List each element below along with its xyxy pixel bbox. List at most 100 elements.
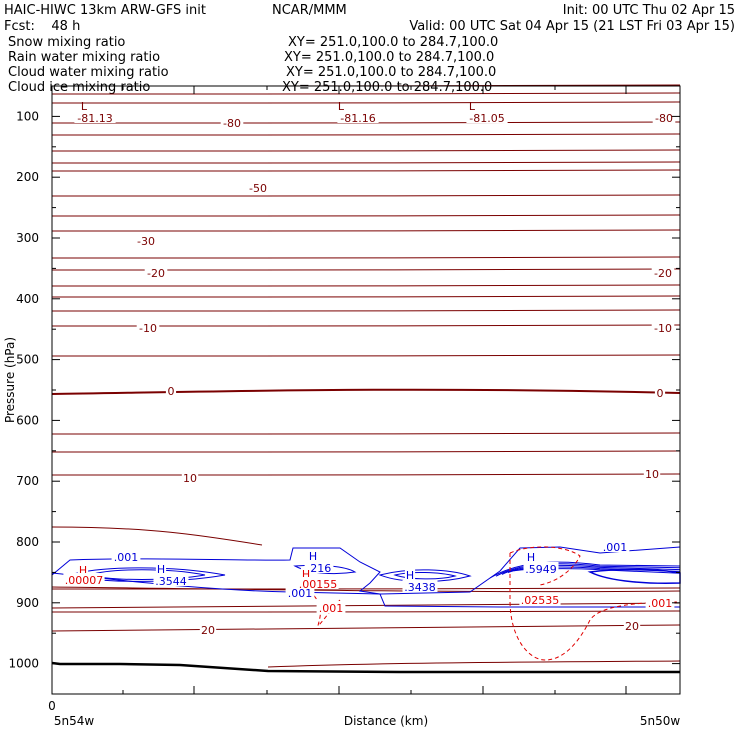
y-tick-label: 1000 bbox=[8, 657, 39, 671]
temp-contour-label-bg bbox=[651, 321, 675, 333]
rain-contour-label-bg bbox=[519, 593, 561, 605]
rain-contour-label: .00007 bbox=[65, 574, 104, 587]
field-ice-name: Cloud ice mixing ratio bbox=[8, 80, 150, 95]
y-tick-label: 500 bbox=[16, 353, 39, 367]
cloud-contour-outer bbox=[51, 546, 681, 595]
rain-contour-label: .001 bbox=[319, 602, 344, 615]
temp-contour-label: -20 bbox=[147, 267, 165, 280]
cloud-contour-label: .216 bbox=[307, 562, 332, 575]
rain-contour bbox=[509, 553, 681, 661]
temp-contour-label: 0 bbox=[657, 387, 664, 400]
temp-contour-label: 0 bbox=[168, 385, 175, 398]
temp-contour-label: 20 bbox=[201, 624, 215, 637]
cloud-contour-label-bg bbox=[155, 562, 167, 574]
temp-contour-label-bg bbox=[136, 321, 160, 333]
rain-contour-label-bg bbox=[645, 596, 675, 608]
rain-contour-label: H bbox=[302, 568, 310, 581]
cloud-contour-label-bg bbox=[153, 574, 189, 586]
temp-contour-line bbox=[51, 450, 681, 453]
rain-contour-label: .001 bbox=[648, 597, 673, 610]
y-tick-label: 300 bbox=[16, 231, 39, 245]
y-tick-label: 900 bbox=[16, 596, 39, 610]
temp-contour-label-bg bbox=[165, 384, 177, 396]
temp-contour-line bbox=[51, 309, 681, 312]
cloud-contour-label-bg bbox=[304, 561, 334, 573]
temp-contour-line bbox=[51, 587, 681, 590]
temp-contour-label-bg bbox=[623, 619, 641, 631]
cloud-contour-label-bg bbox=[402, 580, 438, 592]
temp-contour-label: -80 bbox=[223, 117, 241, 130]
rain-contour-label-bg bbox=[77, 563, 89, 575]
temp-contour-label: 10 bbox=[645, 468, 659, 481]
rain-contour-label: H bbox=[79, 564, 87, 577]
rain-contour-label: .02535 bbox=[521, 594, 560, 607]
temp-contour-line bbox=[51, 161, 681, 164]
temp-contour-label-bg bbox=[220, 116, 244, 128]
model-title: HAIC-HIWC 13km ARW-GFS init bbox=[4, 3, 206, 18]
cloud-contour-label: .001 bbox=[288, 587, 313, 600]
temp-contour-label-bg bbox=[181, 471, 199, 483]
cloud-contour-label: .3438 bbox=[404, 581, 436, 594]
temp-contour-label: -81.13 bbox=[77, 112, 112, 125]
temp-contour-label-bg bbox=[643, 467, 661, 479]
freezing-level-line bbox=[51, 388, 681, 395]
temp-contour-label-bg bbox=[651, 266, 675, 278]
temp-contour-line bbox=[51, 256, 681, 259]
cloud-contour-label: .001 bbox=[603, 541, 628, 554]
cloud-contour-inner bbox=[393, 572, 457, 580]
temp-contour-line bbox=[51, 133, 681, 136]
cloud-contour-label-bg bbox=[111, 550, 141, 562]
temp-contour-label: -30 bbox=[137, 235, 155, 248]
temp-contour-line bbox=[51, 526, 263, 546]
temp-contour-label-bg bbox=[74, 111, 116, 123]
field-snow-name: Snow mixing ratio bbox=[8, 35, 125, 50]
field-rain-name: Rain water mixing ratio bbox=[8, 50, 160, 65]
temp-contour-label-bg bbox=[652, 111, 676, 123]
plot-area: -81.13 -80 -81.16 -81.05 -80 -50 -30 -20 -20 -10 -… bbox=[3, 84, 681, 728]
cloud-contour-label-bg bbox=[525, 550, 537, 562]
temp-contour-line bbox=[51, 229, 681, 232]
rain-contour-label-bg bbox=[316, 601, 346, 613]
x-origin-label: 0 bbox=[48, 699, 56, 713]
cloud-contour-label: .001 bbox=[114, 551, 139, 564]
temp-contour-label-bg bbox=[144, 266, 168, 278]
cloud-contour-inner bbox=[88, 569, 206, 580]
cloud-contour-outer bbox=[51, 572, 680, 608]
cloud-contour-label: H bbox=[157, 563, 165, 576]
temp-contour-label: -20 bbox=[654, 267, 672, 280]
rain-contour-label-bg bbox=[297, 577, 339, 589]
x-axis-label: Distance (km) bbox=[344, 714, 428, 728]
cloud-contour-label: .5949 bbox=[525, 563, 557, 576]
cloud-contour-label-bg bbox=[404, 568, 416, 580]
x-right-endpoint: 5n50w bbox=[640, 714, 681, 728]
field-rain-xy: XY= 251.0,100.0 to 284.7,100.0 bbox=[284, 50, 494, 65]
field-cloud-name: Cloud water mixing ratio bbox=[8, 65, 169, 80]
cloud-contour-label-bg bbox=[523, 562, 559, 574]
temp-contour-label: 20 bbox=[625, 620, 639, 633]
temp-contour-line bbox=[51, 268, 681, 271]
temp-contour-label: -80 bbox=[655, 112, 673, 125]
temp-contour-label: -50 bbox=[249, 182, 267, 195]
rain-contour-label: .00155 bbox=[299, 578, 338, 591]
field-cloud-xy: XY= 251.0,100.0 to 284.7,100.0 bbox=[286, 65, 496, 80]
init-time: Init: 00 UTC Thu 02 Apr 15 bbox=[563, 3, 735, 18]
temp-contour-line bbox=[51, 586, 681, 593]
cloud-contour-label-bg bbox=[307, 549, 319, 561]
temp-contour-label: -81.16 bbox=[340, 112, 375, 125]
temp-contour-line bbox=[267, 660, 681, 668]
low-marker: L bbox=[81, 100, 88, 113]
institution-label: NCAR/MMM bbox=[272, 3, 347, 18]
cloud-contour-inner bbox=[68, 567, 226, 582]
temp-contour-line bbox=[51, 92, 681, 95]
temp-contour-line bbox=[51, 194, 681, 197]
temp-contour-line bbox=[51, 610, 681, 613]
y-tick-label: 200 bbox=[16, 170, 39, 184]
temp-contour-label-bg bbox=[134, 234, 158, 246]
field-ice-xy: XY= 251.0,100.0 to 284.7,100.0 bbox=[282, 80, 492, 95]
temp-contour-label-bg bbox=[654, 386, 666, 398]
cloud-contour-label: H bbox=[406, 569, 414, 582]
cloud-contour-label-bg bbox=[600, 540, 630, 552]
low-marker: L bbox=[469, 100, 476, 113]
x-left-endpoint: 5n54w bbox=[54, 714, 95, 728]
